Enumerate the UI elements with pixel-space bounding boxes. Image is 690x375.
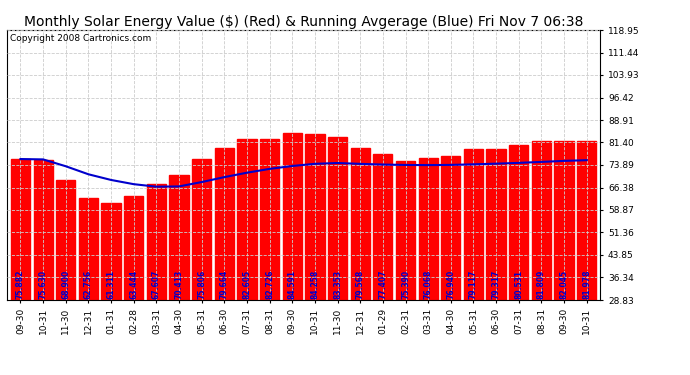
Text: 75.882: 75.882	[16, 269, 25, 298]
Text: 79.117: 79.117	[469, 269, 478, 298]
Bar	[509, 145, 529, 300]
Bar	[147, 184, 166, 300]
Bar	[192, 159, 211, 300]
Text: 82.605: 82.605	[242, 269, 251, 298]
Text: 76.068: 76.068	[424, 269, 433, 298]
Bar	[441, 156, 460, 300]
Bar	[34, 160, 52, 300]
Text: 77.407: 77.407	[378, 269, 387, 298]
Text: 67.607: 67.607	[152, 269, 161, 298]
Bar	[532, 141, 551, 300]
Bar	[283, 133, 302, 300]
Bar	[124, 196, 144, 300]
Title: Monthly Solar Energy Value ($) (Red) & Running Avgerage (Blue) Fri Nov 7 06:38: Monthly Solar Energy Value ($) (Red) & R…	[24, 15, 583, 29]
Bar	[396, 160, 415, 300]
Text: 68.900: 68.900	[61, 269, 70, 298]
Bar	[577, 141, 596, 300]
Bar	[373, 154, 393, 300]
Text: 79.568: 79.568	[356, 269, 365, 298]
Bar	[79, 198, 98, 300]
Bar	[260, 138, 279, 300]
Bar	[237, 139, 257, 300]
Text: 79.664: 79.664	[220, 269, 229, 298]
Text: 82.726: 82.726	[265, 269, 274, 298]
Text: 83.353: 83.353	[333, 269, 342, 298]
Bar	[101, 202, 121, 300]
Bar	[215, 148, 234, 300]
Bar	[11, 159, 30, 300]
Text: 79.317: 79.317	[491, 269, 501, 298]
Bar	[305, 134, 324, 300]
Bar	[555, 141, 573, 300]
Bar	[464, 149, 483, 300]
Bar	[419, 159, 437, 300]
Text: 82.045: 82.045	[560, 269, 569, 298]
Text: 84.591: 84.591	[288, 269, 297, 298]
Text: Copyright 2008 Cartronics.com: Copyright 2008 Cartronics.com	[10, 34, 151, 43]
Text: 81.809: 81.809	[537, 269, 546, 298]
Bar	[56, 180, 75, 300]
Text: 75.630: 75.630	[39, 269, 48, 298]
Text: 80.531: 80.531	[514, 269, 523, 298]
Bar	[328, 136, 347, 300]
Text: 75.390: 75.390	[401, 269, 410, 298]
Text: 76.940: 76.940	[446, 269, 455, 298]
Text: 81.978: 81.978	[582, 269, 591, 298]
Text: 84.258: 84.258	[310, 269, 319, 298]
Bar	[486, 149, 506, 300]
Bar	[351, 148, 370, 300]
Text: 63.444: 63.444	[129, 269, 138, 298]
Bar	[170, 176, 188, 300]
Text: 61.311: 61.311	[106, 269, 116, 298]
Text: 70.413: 70.413	[175, 269, 184, 298]
Text: 62.756: 62.756	[84, 269, 93, 298]
Text: 75.806: 75.806	[197, 269, 206, 298]
